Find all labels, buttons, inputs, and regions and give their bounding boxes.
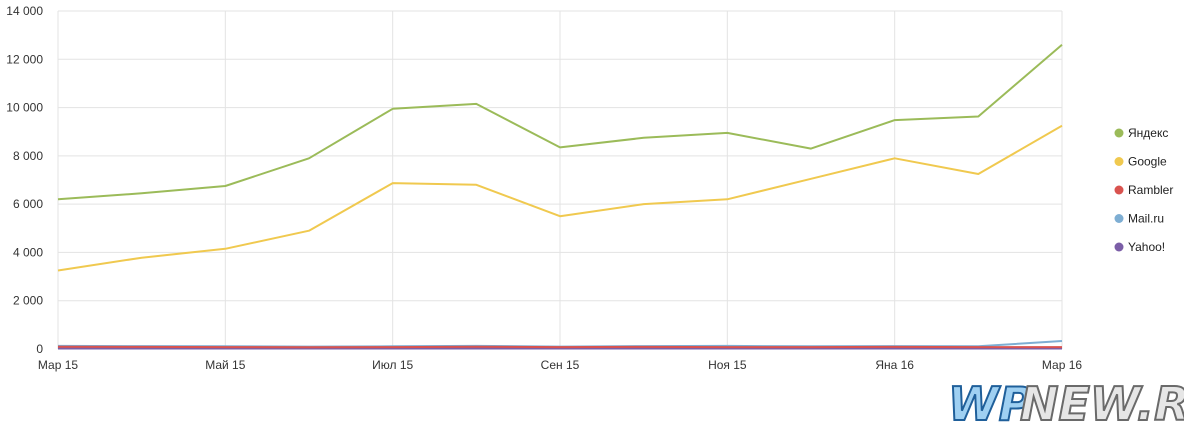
legend-marker [1114,242,1124,252]
x-tick-label: Май 15 [205,358,246,372]
legend: Яндекс Google Rambler Mail.ru Yahoo! [1114,126,1173,254]
y-tick-label: 4 000 [13,245,43,259]
gridlines [57,10,1063,350]
watermark-left: WP [948,377,1033,426]
x-tick-label: Июл 15 [372,358,413,372]
x-tick-label: Ноя 15 [708,358,747,372]
y-tick-label: 10 000 [6,101,43,115]
legend-label: Rambler [1128,183,1173,197]
y-tick-label: 0 [36,342,43,356]
legend-label: Google [1128,155,1167,169]
watermark-logo: WP NEW.RU [947,376,1184,426]
y-tick-label: 6 000 [13,197,43,211]
series-line [57,124,1063,272]
y-axis-ticks: 0 2 000 4 000 6 000 8 000 10 000 12 000 14 000 [6,4,43,356]
x-tick-label: Яна 16 [875,358,914,372]
legend-label: Yahoo! [1128,240,1165,254]
watermark-right: NEW.RU [1020,377,1184,426]
x-tick-label: Сен 15 [541,358,580,372]
y-tick-label: 8 000 [13,149,43,163]
legend-marker [1114,214,1124,223]
legend-label: Mail.ru [1128,212,1164,226]
series-lines [57,44,1063,350]
legend-marker [1114,128,1124,138]
x-tick-label: Мар 15 [38,358,78,372]
legend-marker [1114,157,1124,166]
legend-marker [1114,185,1124,195]
x-axis-ticks: Мар 15 Май 15 Июл 15 Сен 15 Ноя 15 Яна 16 Мар … [38,358,1082,372]
legend-label: Яндекс [1128,126,1168,140]
y-tick-label: 12 000 [6,52,43,66]
y-tick-label: 2 000 [13,294,43,308]
series-line [57,44,1063,201]
x-tick-label: Мар 16 [1042,358,1082,372]
y-tick-label: 14 000 [6,4,43,18]
